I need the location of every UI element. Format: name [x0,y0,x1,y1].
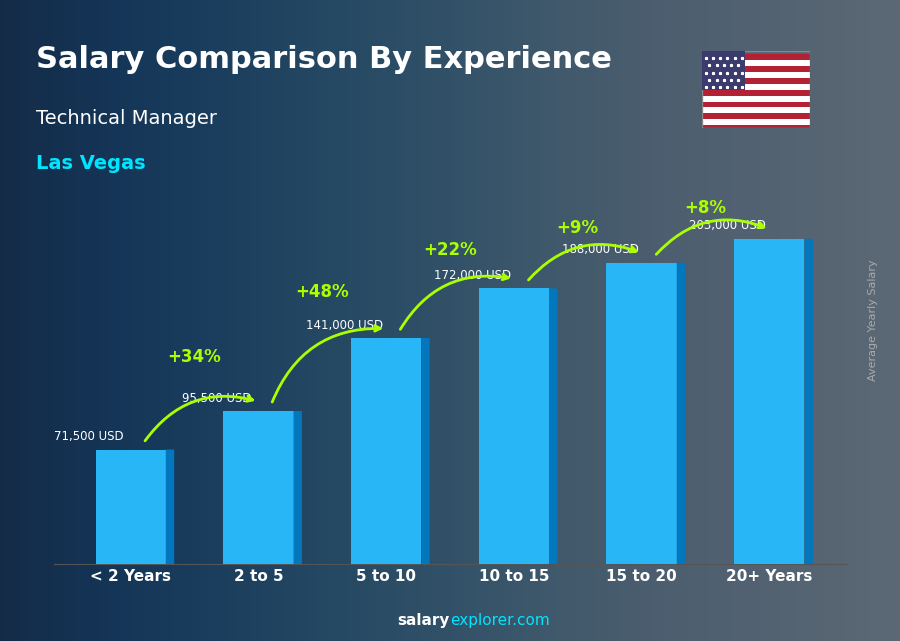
Bar [702,60,810,66]
Bar [702,72,810,78]
Polygon shape [166,449,175,564]
Bar [702,101,810,108]
Text: 95,500 USD: 95,500 USD [182,392,252,404]
Polygon shape [293,411,302,564]
Bar [702,54,810,60]
Text: Salary Comparison By Experience: Salary Comparison By Experience [36,45,612,74]
Text: Las Vegas: Las Vegas [36,154,146,173]
Polygon shape [549,288,557,564]
Text: explorer.com: explorer.com [450,613,550,628]
Bar [607,263,677,564]
Text: 71,500 USD: 71,500 USD [54,430,124,443]
Text: +34%: +34% [167,348,221,366]
Text: +48%: +48% [295,283,349,301]
Text: +9%: +9% [557,219,598,237]
Bar [702,78,810,84]
Bar [479,288,549,564]
Text: 172,000 USD: 172,000 USD [434,269,511,282]
Polygon shape [805,238,813,564]
Text: +22%: +22% [423,241,477,259]
Bar [702,84,810,90]
Text: +8%: +8% [685,199,726,217]
Bar [702,90,810,96]
Bar [702,113,810,119]
Bar [702,51,745,90]
Bar [702,96,810,101]
Bar [702,108,810,113]
Polygon shape [421,338,429,564]
Text: salary: salary [398,613,450,628]
Bar [351,338,421,564]
Polygon shape [677,263,685,564]
Bar [702,119,810,125]
Text: Average Yearly Salary: Average Yearly Salary [868,260,878,381]
Text: 188,000 USD: 188,000 USD [562,244,638,256]
Bar [734,238,805,564]
Bar [702,66,810,72]
Bar [223,411,293,564]
Text: 141,000 USD: 141,000 USD [306,319,383,332]
Text: Technical Manager: Technical Manager [36,109,217,128]
Text: 203,000 USD: 203,000 USD [689,219,766,233]
Bar [702,125,810,131]
Bar [95,449,166,564]
